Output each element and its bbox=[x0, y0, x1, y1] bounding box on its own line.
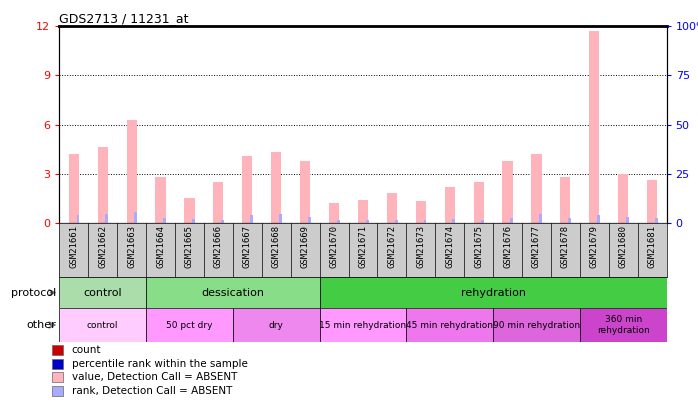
Bar bbox=[214, 182, 223, 223]
Bar bbox=[156, 177, 165, 223]
Text: GSM21674: GSM21674 bbox=[445, 226, 454, 269]
Bar bbox=[250, 215, 253, 223]
Bar bbox=[531, 154, 542, 223]
Bar bbox=[320, 277, 667, 308]
Text: GSM21665: GSM21665 bbox=[185, 226, 194, 269]
Text: GSM21669: GSM21669 bbox=[301, 226, 310, 269]
Bar bbox=[597, 215, 600, 223]
Bar bbox=[59, 308, 146, 342]
Text: GSM21676: GSM21676 bbox=[503, 226, 512, 269]
Bar bbox=[568, 217, 571, 223]
Bar bbox=[510, 218, 513, 223]
Bar bbox=[52, 345, 64, 355]
Text: rehydration: rehydration bbox=[461, 288, 526, 298]
Text: 45 min rehydration: 45 min rehydration bbox=[406, 320, 493, 330]
Bar bbox=[308, 217, 311, 223]
Bar bbox=[406, 308, 493, 342]
Bar bbox=[98, 147, 107, 223]
Bar bbox=[366, 220, 369, 223]
Bar bbox=[647, 180, 658, 223]
Bar bbox=[163, 217, 166, 223]
Text: percentile rank within the sample: percentile rank within the sample bbox=[72, 358, 248, 369]
Text: GSM21680: GSM21680 bbox=[618, 226, 628, 269]
Bar bbox=[424, 220, 426, 223]
Bar bbox=[394, 220, 398, 223]
Text: rank, Detection Call = ABSENT: rank, Detection Call = ABSENT bbox=[72, 386, 232, 396]
Text: 15 min rehydration: 15 min rehydration bbox=[320, 320, 406, 330]
Text: GSM21681: GSM21681 bbox=[648, 226, 657, 269]
Bar bbox=[126, 119, 137, 223]
Bar bbox=[105, 214, 108, 223]
Bar bbox=[52, 372, 64, 382]
Text: dessication: dessication bbox=[201, 288, 265, 298]
Bar bbox=[589, 31, 600, 223]
Text: GSM21664: GSM21664 bbox=[156, 226, 165, 269]
Bar bbox=[416, 201, 426, 223]
Text: GSM21677: GSM21677 bbox=[532, 226, 541, 269]
Bar bbox=[192, 219, 195, 223]
Bar bbox=[300, 160, 310, 223]
Bar bbox=[279, 214, 282, 223]
Bar bbox=[184, 198, 195, 223]
Text: control: control bbox=[87, 320, 119, 330]
Bar bbox=[221, 220, 224, 223]
Text: count: count bbox=[72, 345, 101, 355]
Bar bbox=[655, 218, 658, 223]
Bar bbox=[77, 215, 80, 223]
Text: dry: dry bbox=[269, 320, 283, 330]
Bar bbox=[626, 217, 629, 223]
Text: GSM21662: GSM21662 bbox=[98, 226, 107, 269]
Bar bbox=[618, 174, 628, 223]
Bar bbox=[503, 160, 512, 223]
Text: GSM21670: GSM21670 bbox=[329, 226, 339, 269]
Bar bbox=[493, 308, 580, 342]
Text: GSM21661: GSM21661 bbox=[69, 226, 78, 269]
Bar bbox=[59, 277, 146, 308]
Bar bbox=[233, 308, 320, 342]
Bar bbox=[445, 187, 455, 223]
Bar bbox=[337, 220, 340, 223]
Text: GSM21671: GSM21671 bbox=[359, 226, 367, 269]
Text: GSM21663: GSM21663 bbox=[127, 226, 136, 269]
Text: 90 min rehydration: 90 min rehydration bbox=[493, 320, 580, 330]
Bar bbox=[135, 212, 138, 223]
Text: 360 min
rehydration: 360 min rehydration bbox=[597, 315, 650, 335]
Text: control: control bbox=[83, 288, 122, 298]
Bar bbox=[329, 203, 339, 223]
Text: GSM21672: GSM21672 bbox=[387, 226, 396, 269]
Bar bbox=[320, 308, 406, 342]
Bar bbox=[482, 220, 484, 223]
Bar bbox=[52, 358, 64, 369]
Text: GSM21668: GSM21668 bbox=[272, 226, 281, 269]
Text: GSM21673: GSM21673 bbox=[416, 226, 425, 269]
Bar bbox=[387, 193, 397, 223]
Bar bbox=[146, 277, 320, 308]
Bar bbox=[242, 156, 253, 223]
Text: GSM21678: GSM21678 bbox=[561, 226, 570, 269]
Text: GSM21679: GSM21679 bbox=[590, 226, 599, 269]
Text: GSM21675: GSM21675 bbox=[474, 226, 483, 269]
Bar bbox=[52, 386, 64, 396]
Text: protocol: protocol bbox=[10, 288, 56, 298]
Bar bbox=[473, 182, 484, 223]
Text: GSM21667: GSM21667 bbox=[243, 226, 252, 269]
Bar bbox=[146, 308, 233, 342]
Bar bbox=[68, 154, 79, 223]
Bar bbox=[540, 214, 542, 223]
Bar bbox=[358, 200, 368, 223]
Bar bbox=[560, 177, 570, 223]
Text: value, Detection Call = ABSENT: value, Detection Call = ABSENT bbox=[72, 372, 237, 382]
Text: 50 pct dry: 50 pct dry bbox=[166, 320, 213, 330]
Bar bbox=[580, 308, 667, 342]
Bar bbox=[452, 219, 455, 223]
Text: GSM21666: GSM21666 bbox=[214, 226, 223, 269]
Text: GDS2713 / 11231_at: GDS2713 / 11231_at bbox=[59, 12, 189, 25]
Text: other: other bbox=[26, 320, 56, 330]
Bar bbox=[271, 152, 281, 223]
